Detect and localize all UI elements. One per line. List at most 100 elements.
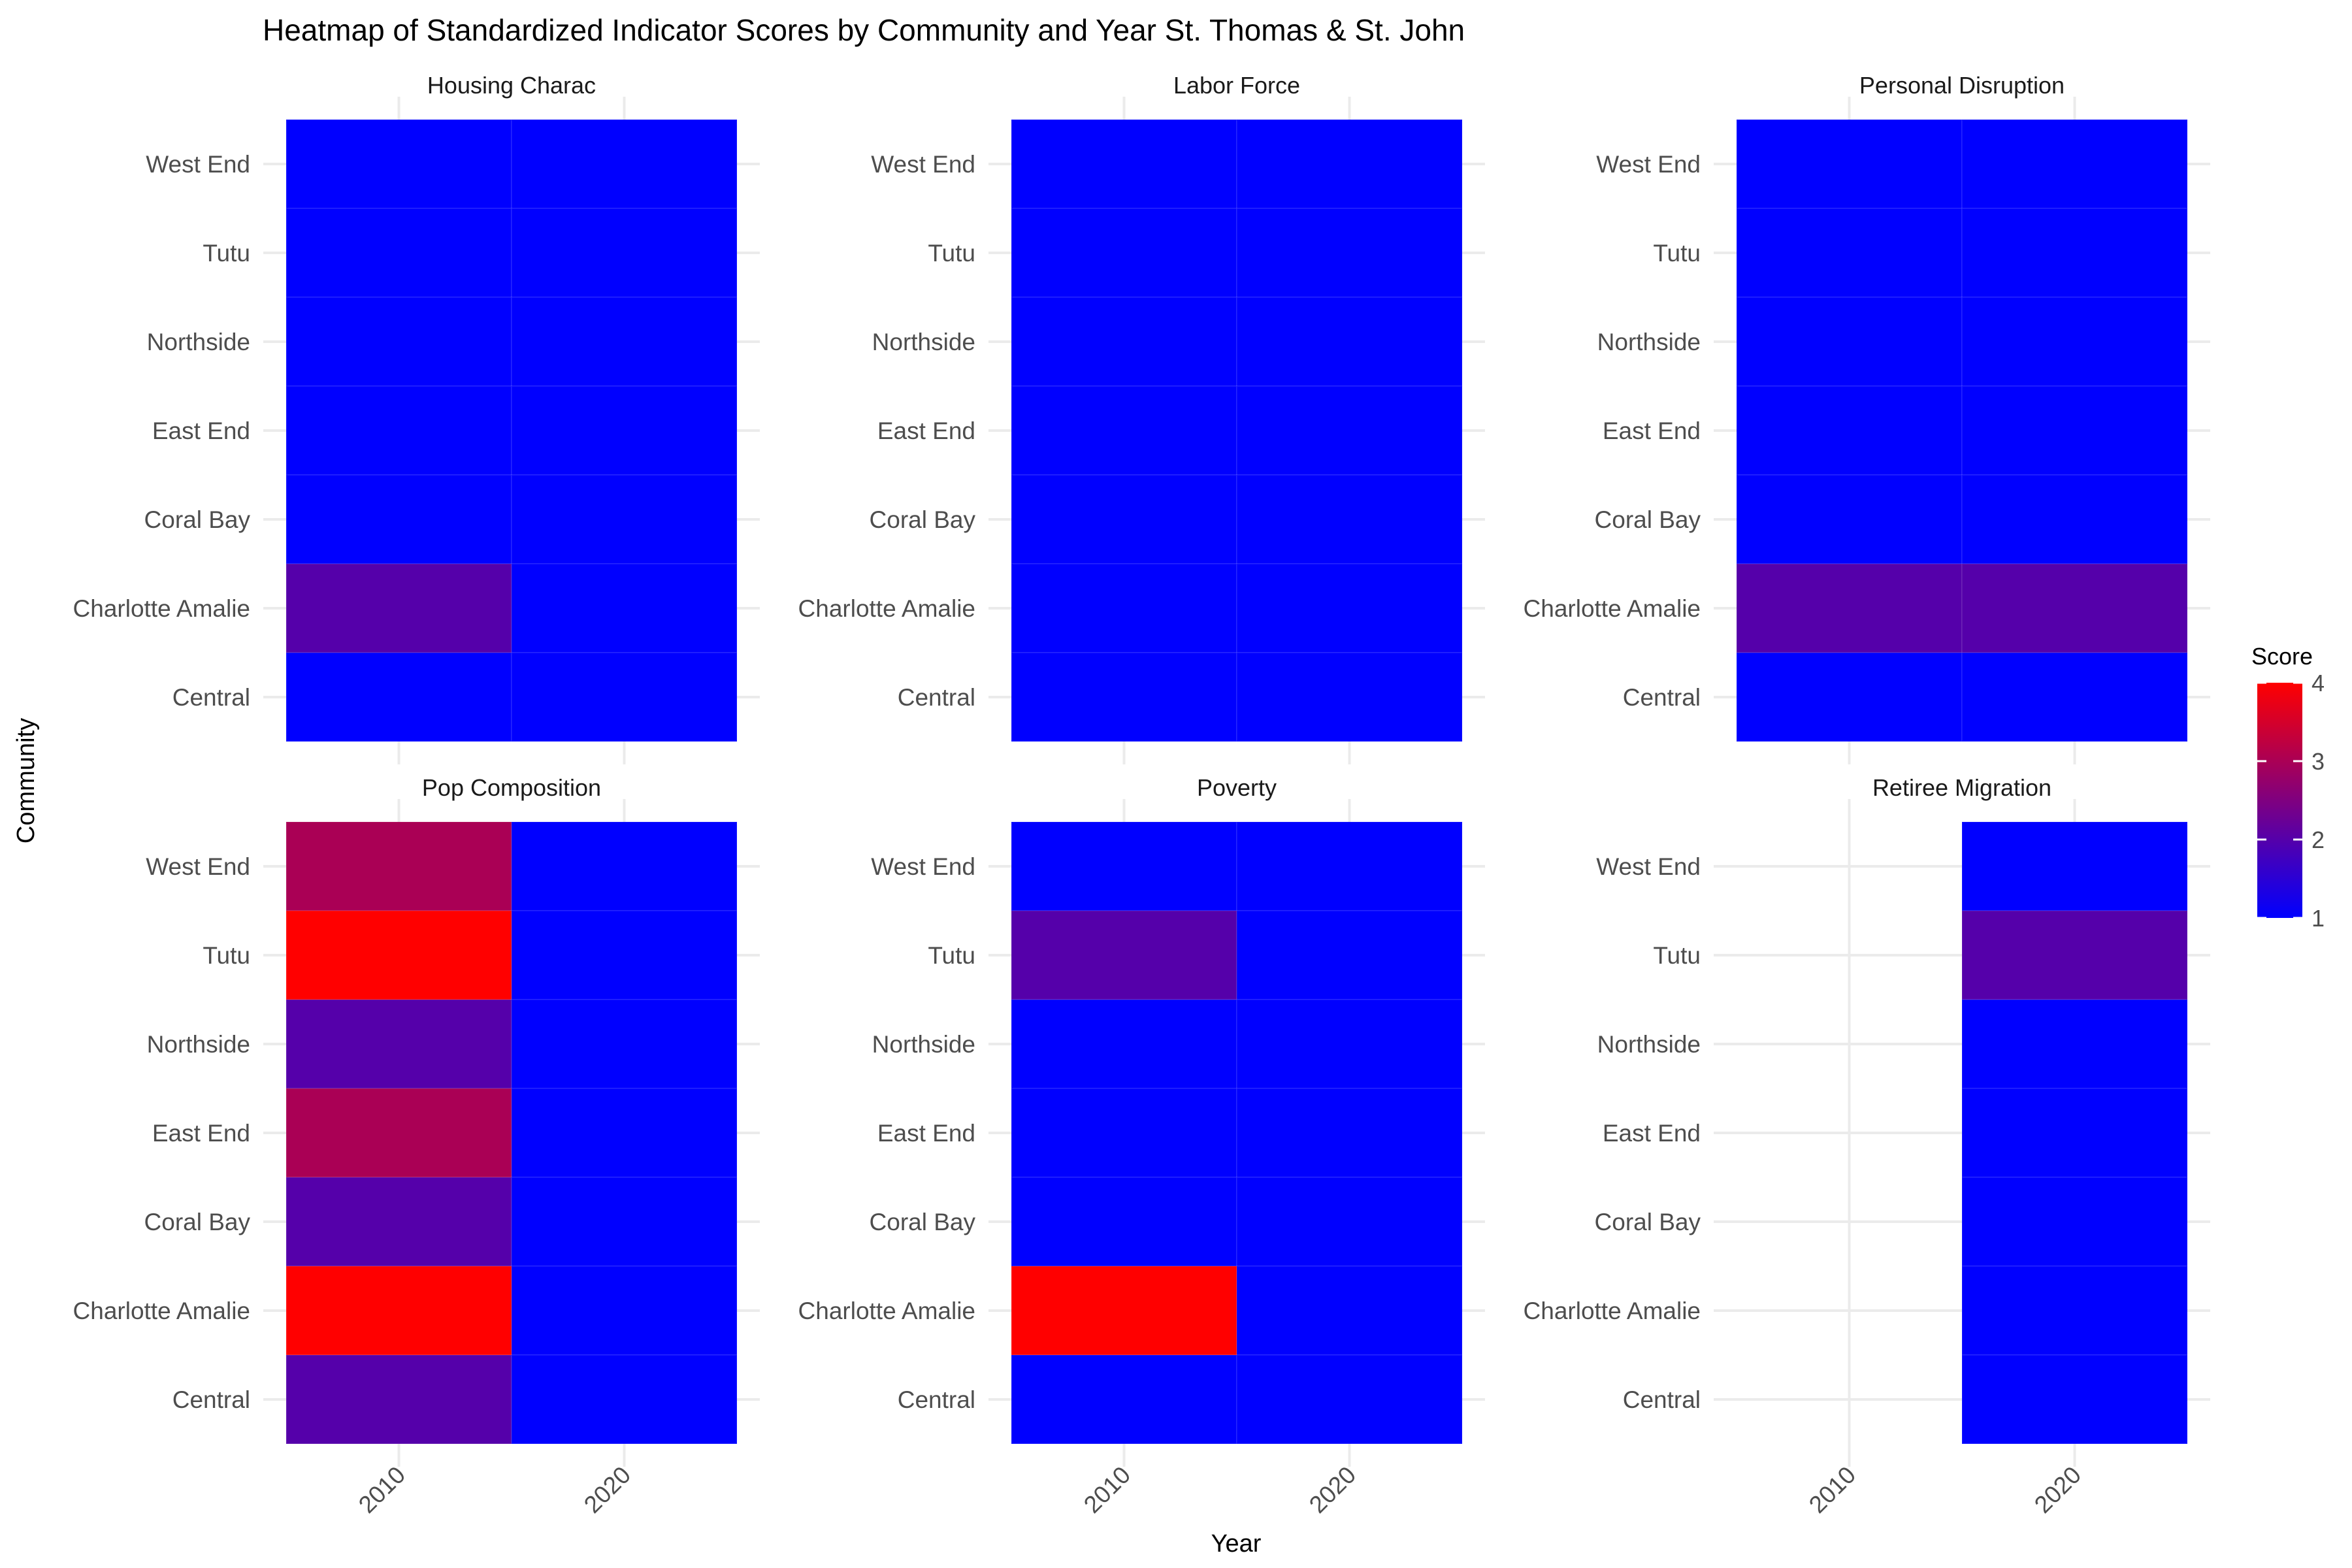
- heatmap-cell: [1961, 910, 2188, 1000]
- x-tick-label: 2010: [1804, 1462, 1861, 1518]
- heatmap-cell: [1236, 297, 1463, 387]
- heatmap-cell: [1736, 297, 1963, 387]
- legend-ticks: 1 2 3 4: [2257, 670, 2325, 932]
- heatmap-cell: [511, 385, 738, 476]
- y-tick-label: Charlotte Amalie: [1524, 1298, 1701, 1324]
- heatmap-cell: [1011, 385, 1237, 476]
- y-tick-label: West End: [146, 151, 250, 178]
- y-tick-label: Tutu: [1653, 942, 1701, 969]
- legend: Score 1 2 3 4: [2251, 643, 2325, 932]
- heatmap-cell: [1736, 563, 1963, 653]
- y-tick-label: Northside: [1597, 1031, 1701, 1058]
- y-tick-label: Tutu: [203, 240, 250, 267]
- heatmap-cell: [511, 999, 738, 1089]
- y-tick-label: Central: [172, 684, 250, 711]
- heatmap-cell: [1011, 652, 1237, 742]
- heatmap-cell: [286, 1266, 512, 1356]
- heatmap-cell: [1236, 652, 1463, 742]
- heatmap-cell: [1736, 119, 1963, 209]
- panel-pop-composition: Pop Composition West End Tutu Northside East…: [73, 774, 760, 1518]
- heatmap-cell: [1961, 119, 2188, 209]
- y-tick-label: Central: [172, 1386, 250, 1413]
- heatmap-cell: [1961, 1266, 2188, 1356]
- heatmap-cell: [286, 119, 512, 209]
- heatmap-cell: [1236, 1177, 1463, 1267]
- y-tick-label: Tutu: [928, 240, 975, 267]
- x-tick-label: 2020: [579, 1462, 636, 1518]
- y-tick-label: Northside: [872, 1031, 975, 1058]
- x-axis-title: Year: [1211, 1530, 1262, 1558]
- heatmap-cell: [1736, 385, 1963, 476]
- heatmap-cell: [1011, 1088, 1237, 1178]
- heatmap-cell: [286, 999, 512, 1089]
- panel-strip-label: Pop Composition: [422, 774, 601, 801]
- y-tick-label: Charlotte Amalie: [798, 1298, 975, 1324]
- x-tick-label: 2010: [1079, 1462, 1135, 1518]
- y-tick-label: West End: [1596, 853, 1701, 880]
- y-tick-label: Central: [1623, 1386, 1701, 1413]
- x-tick-label: 2010: [353, 1462, 410, 1518]
- y-tick-label: Coral Bay: [144, 506, 251, 533]
- legend-tick-label: 3: [2311, 748, 2325, 775]
- heatmap-cell: [1736, 208, 1963, 298]
- heatmap-cell: [1961, 821, 2188, 911]
- y-tick-label: East End: [877, 1120, 975, 1147]
- y-tick-label: Northside: [1597, 329, 1701, 355]
- y-tick-label: Charlotte Amalie: [73, 595, 250, 622]
- heatmap-cell: [1011, 563, 1237, 653]
- heatmap-cell: [286, 563, 512, 653]
- y-tick-label: West End: [871, 853, 975, 880]
- legend-title: Score: [2251, 643, 2313, 670]
- heatmap-cell: [1236, 563, 1463, 653]
- facet-panels: Housing Charac West End Tutu Northside East …: [73, 72, 2210, 1518]
- panel-housing-charac: Housing Charac West End Tutu Northside East …: [73, 72, 760, 764]
- y-tick-label: Tutu: [203, 942, 250, 969]
- y-tick-label: Tutu: [1653, 240, 1701, 267]
- y-tick-label: East End: [1603, 417, 1701, 444]
- heatmap-cell: [286, 297, 512, 387]
- heatmap-cell: [1736, 474, 1963, 564]
- heatmap-cell: [1961, 999, 2188, 1089]
- heatmap-cell: [1961, 563, 2188, 653]
- legend-colorbar: [2257, 683, 2302, 918]
- x-tick-label: 2020: [2029, 1462, 2086, 1518]
- heatmap-cell: [1011, 119, 1237, 209]
- heatmap-cell: [511, 910, 738, 1000]
- y-tick-label: Central: [898, 684, 975, 711]
- heatmap-cell: [1011, 910, 1237, 1000]
- y-tick-label: Charlotte Amalie: [1524, 595, 1701, 622]
- heatmap-cell: [1961, 208, 2188, 298]
- heatmap-cell: [1961, 652, 2188, 742]
- y-tick-label: East End: [152, 417, 250, 444]
- heatmap-cell: [511, 474, 738, 564]
- heatmap-cell: [511, 821, 738, 911]
- heatmap-cell: [1236, 999, 1463, 1089]
- heatmap-cell: [1011, 1177, 1237, 1267]
- y-axis-title: Community: [12, 718, 40, 843]
- heatmap-cell: [1236, 474, 1463, 564]
- heatmap-cell: [1011, 474, 1237, 564]
- y-tick-label: Central: [1623, 684, 1701, 711]
- heatmap-cell: [1236, 385, 1463, 476]
- heatmap-cell: [511, 563, 738, 653]
- heatmap-cell: [511, 1354, 738, 1445]
- heatmap-cell: [511, 652, 738, 742]
- heatmap-cell: [286, 1088, 512, 1178]
- legend-tick-label: 4: [2311, 670, 2325, 696]
- heatmap-cell: [286, 910, 512, 1000]
- heatmap-cell: [286, 385, 512, 476]
- panel-strip-label: Retiree Migration: [1872, 774, 2051, 801]
- y-tick-label: Tutu: [928, 942, 975, 969]
- heatmap-cell: [511, 1088, 738, 1178]
- heatmap-cell: [1736, 652, 1963, 742]
- heatmap-cell: [1236, 910, 1463, 1000]
- heatmap-cell: [1236, 1088, 1463, 1178]
- heatmap-cell: [286, 474, 512, 564]
- heatmap-cell: [511, 1177, 738, 1267]
- y-tick-label: East End: [1603, 1120, 1701, 1147]
- heatmap-cell: [1011, 297, 1237, 387]
- heatmap-cell: [1236, 119, 1463, 209]
- y-tick-label: Coral Bay: [870, 1209, 976, 1235]
- y-tick-label: East End: [877, 417, 975, 444]
- y-tick-label: Coral Bay: [144, 1209, 251, 1235]
